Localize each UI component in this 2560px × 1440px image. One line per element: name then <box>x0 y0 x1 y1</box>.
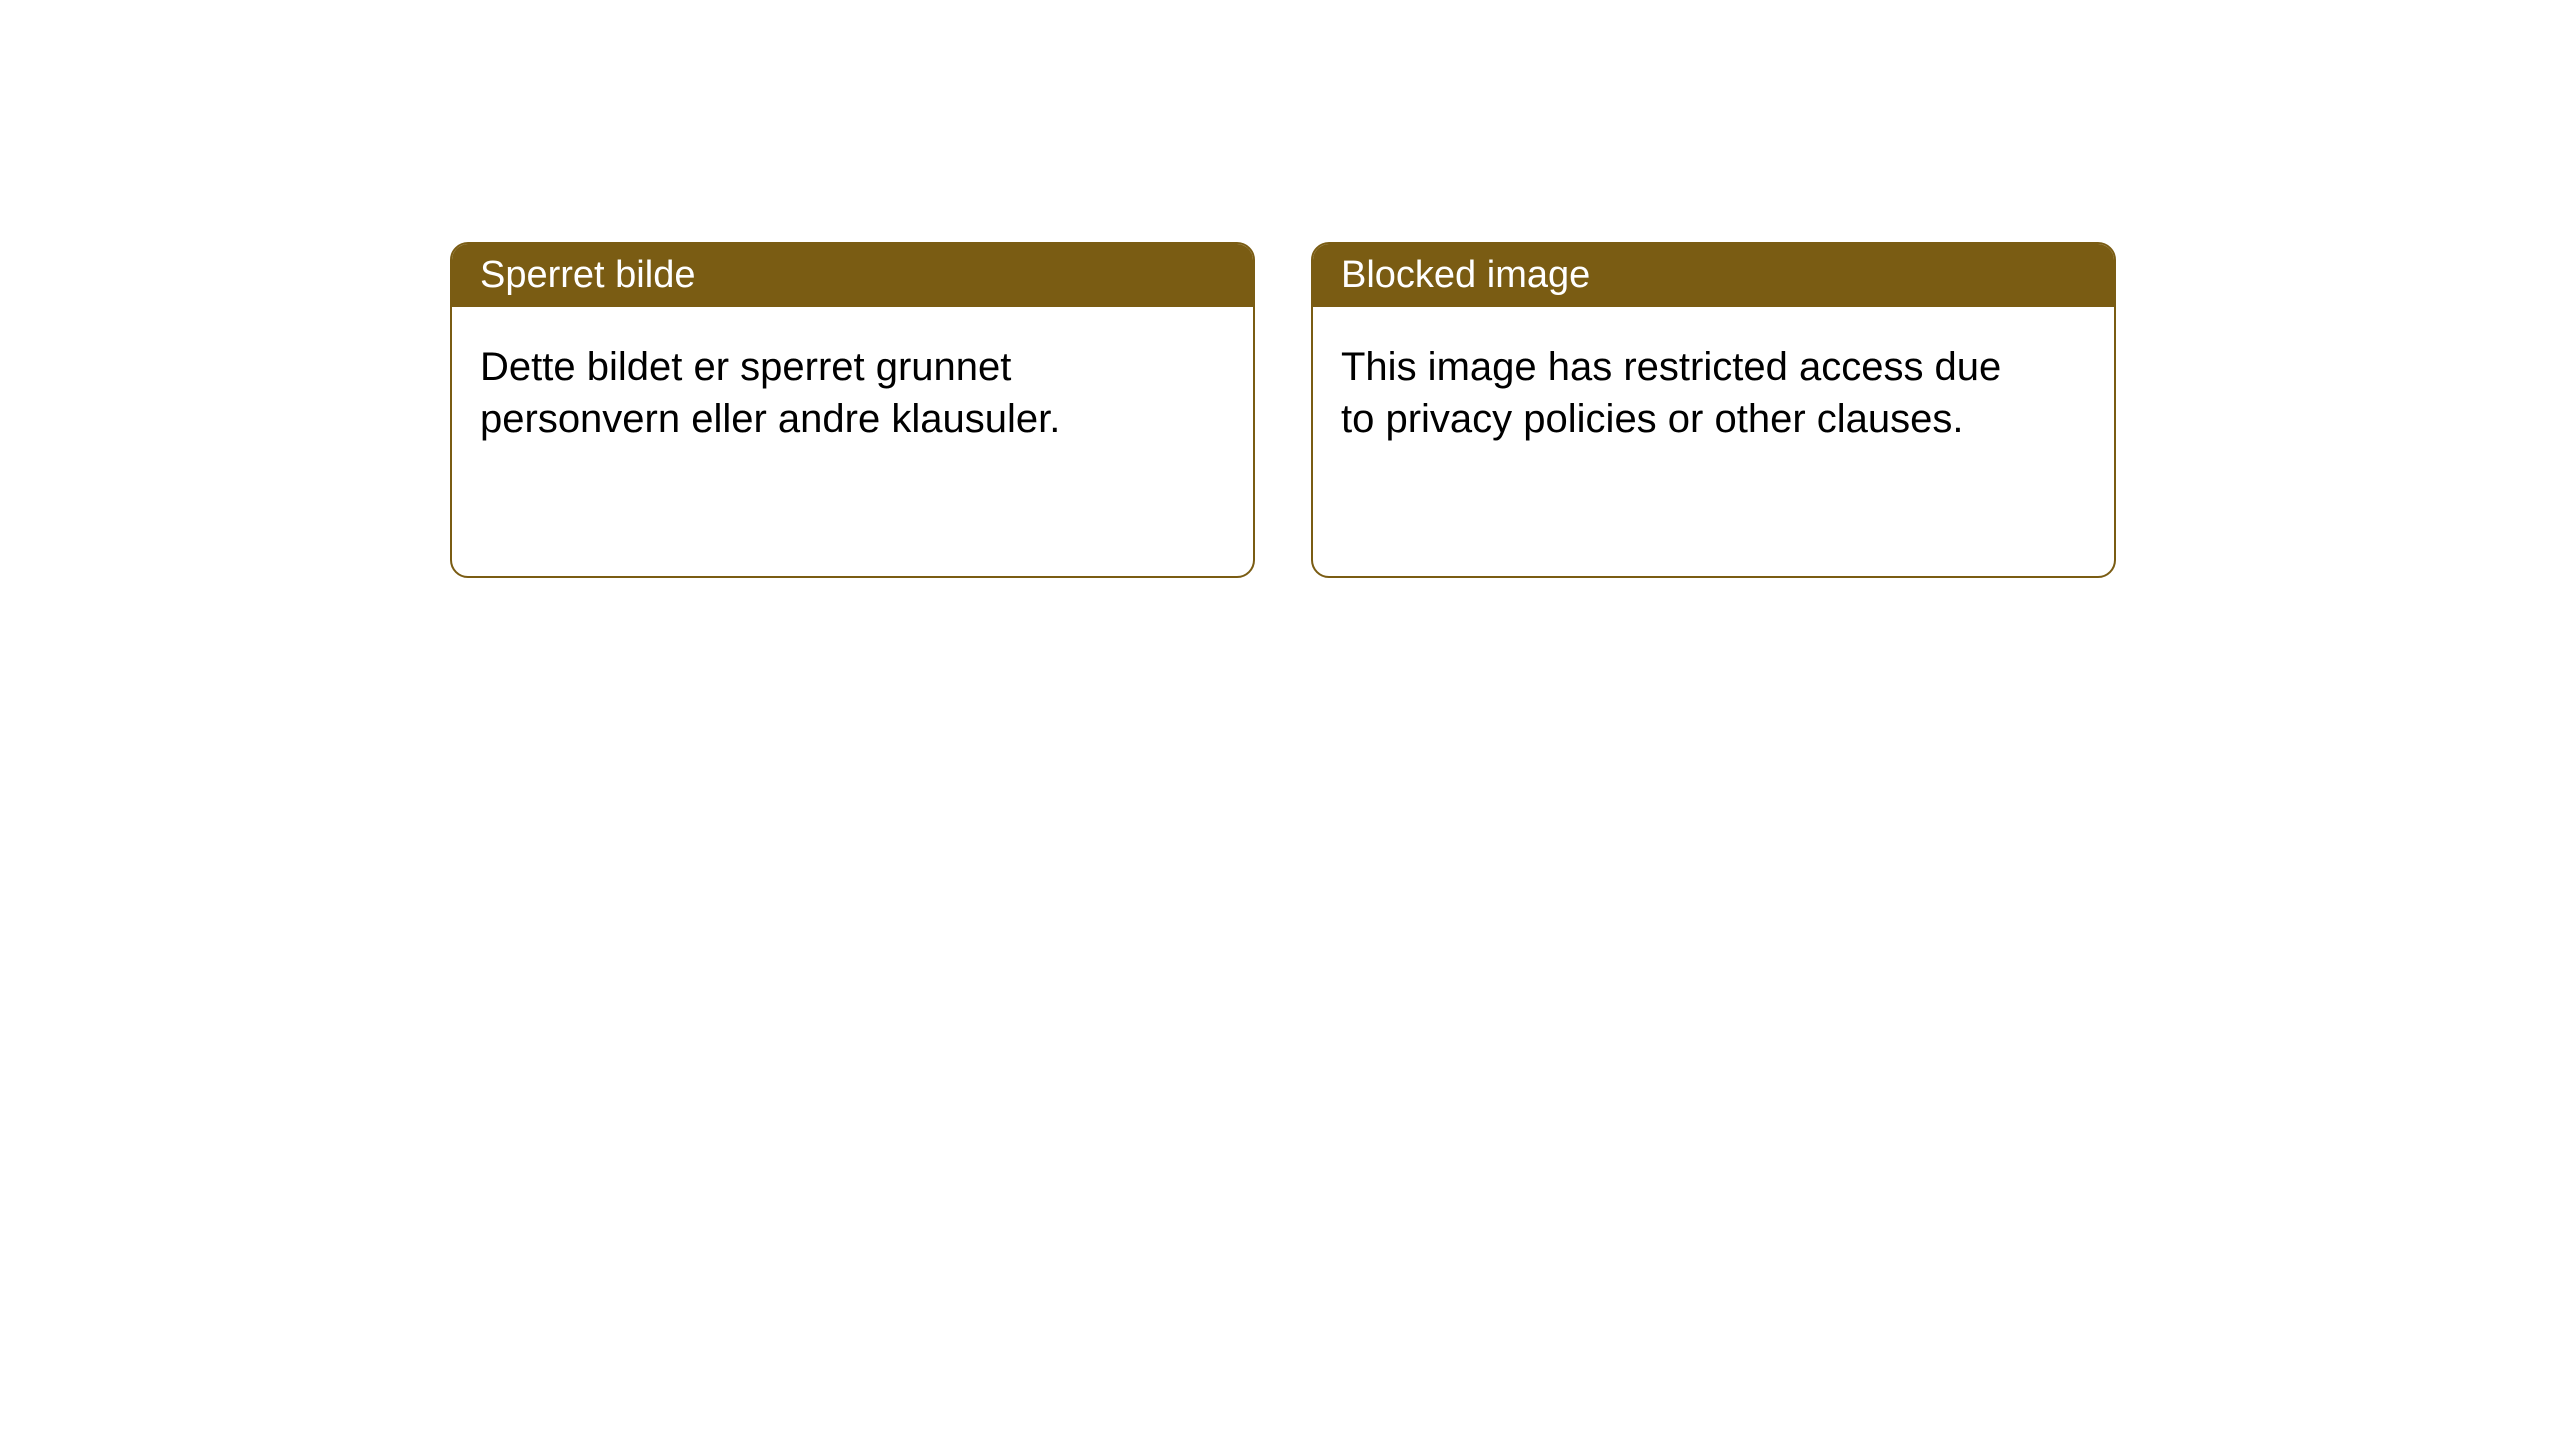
notice-card-norwegian: Sperret bilde Dette bildet er sperret gr… <box>450 242 1255 578</box>
notice-body: This image has restricted access due to … <box>1313 307 2033 479</box>
notice-header: Blocked image <box>1313 244 2114 307</box>
notice-body: Dette bildet er sperret grunnet personve… <box>452 307 1172 479</box>
notice-card-english: Blocked image This image has restricted … <box>1311 242 2116 578</box>
notice-container: Sperret bilde Dette bildet er sperret gr… <box>0 0 2560 578</box>
notice-header: Sperret bilde <box>452 244 1253 307</box>
